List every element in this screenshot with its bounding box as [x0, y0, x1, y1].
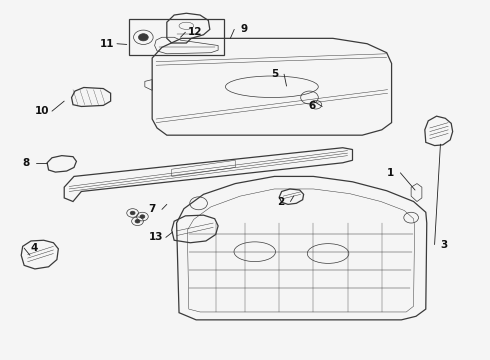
Text: 5: 5 — [270, 69, 278, 79]
Bar — [129, 19, 224, 55]
Text: 4: 4 — [30, 243, 38, 253]
Text: 12: 12 — [188, 27, 202, 37]
Text: 9: 9 — [241, 24, 247, 35]
Text: 13: 13 — [149, 232, 163, 242]
Text: 10: 10 — [35, 106, 49, 116]
Circle shape — [135, 220, 140, 223]
Text: 11: 11 — [100, 39, 115, 49]
Text: 3: 3 — [441, 239, 448, 249]
Circle shape — [130, 211, 135, 215]
Circle shape — [140, 215, 145, 219]
Text: 7: 7 — [148, 204, 156, 215]
Text: 1: 1 — [387, 168, 394, 178]
Text: 6: 6 — [309, 102, 316, 112]
Text: 8: 8 — [23, 158, 30, 168]
Circle shape — [139, 34, 148, 41]
Text: 2: 2 — [277, 197, 284, 207]
